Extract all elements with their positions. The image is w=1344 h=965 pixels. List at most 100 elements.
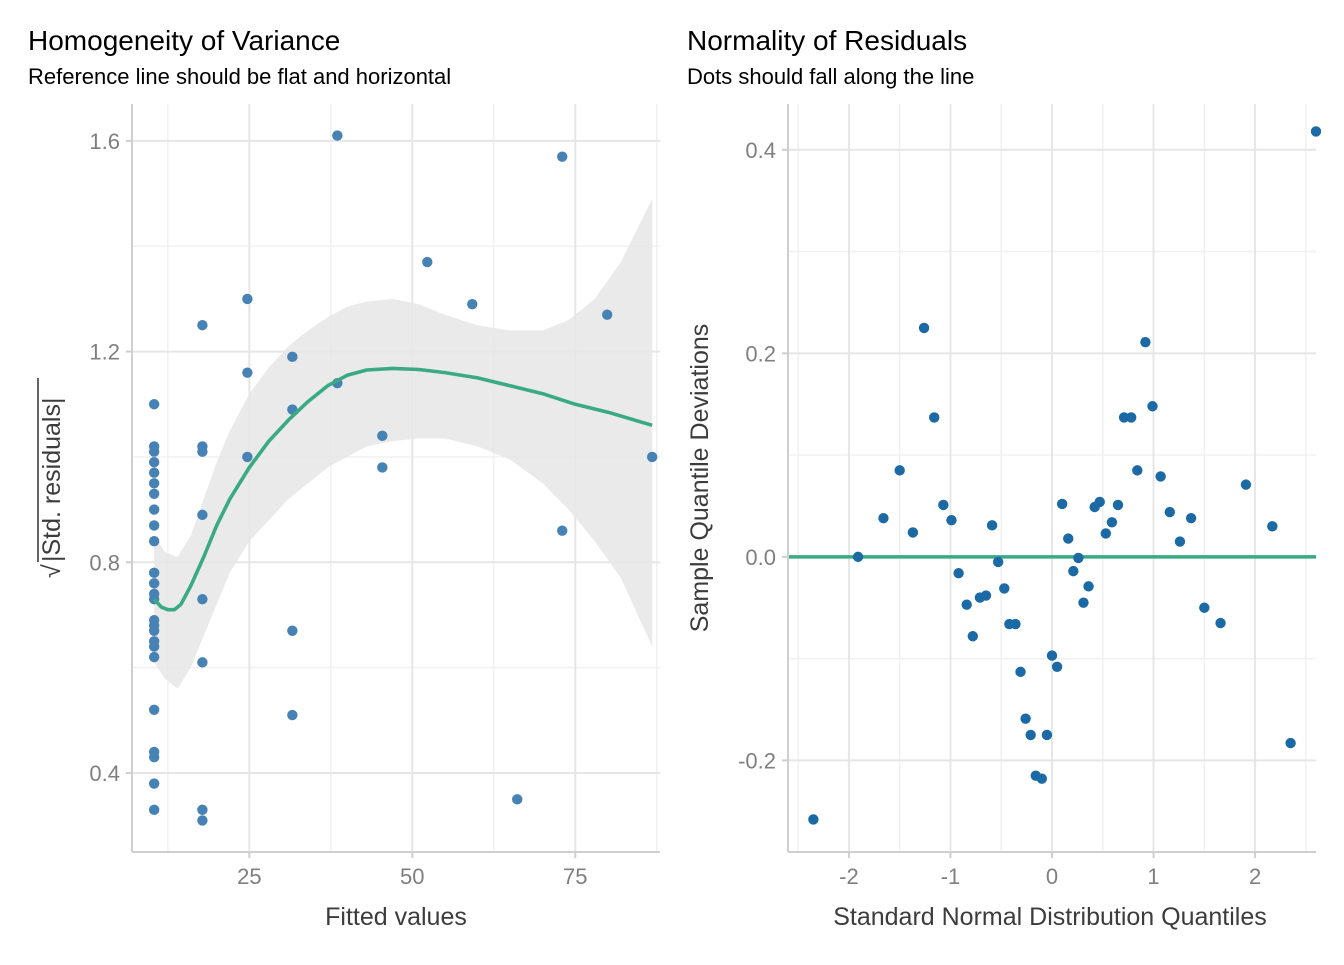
homogeneity-title: Homogeneity of Variance (28, 25, 340, 56)
homogeneity-data-point (148, 625, 160, 636)
panel-normality: Normality of Residuals Dots should fall … (686, 25, 1322, 931)
homogeneity-x-tick-label: 50 (400, 864, 424, 889)
homogeneity-data-point (197, 815, 208, 826)
normality-data-point (992, 556, 1004, 568)
normality-x-axis-label: Standard Normal Distribution Quantiles (833, 903, 1267, 931)
normality-data-point (980, 590, 992, 601)
normality-data-point (1083, 581, 1094, 592)
normality-data-point (953, 567, 964, 579)
normality-y-axis-label: Sample Quantile Deviations (686, 324, 714, 633)
normality-y-ticks: -0.2 0.0 0.2 0.4 (738, 138, 788, 773)
normality-x-tick-label: 1 (1147, 864, 1159, 889)
homogeneity-subtitle: Reference line should be flat and horizo… (28, 64, 451, 89)
homogeneity-data-point (148, 467, 160, 478)
homogeneity-y-tick-label: 0.8 (89, 550, 120, 575)
normality-y-tick-label: 0.0 (745, 545, 776, 570)
homogeneity-data-point (557, 525, 568, 536)
homogeneity-data-point (148, 504, 160, 515)
homogeneity-data-point (197, 657, 208, 668)
homogeneity-y-axis-label: √ |Std. residuals| (37, 378, 66, 578)
normality-data-point (1147, 401, 1158, 412)
normality-data-point (1068, 565, 1079, 577)
normality-data-point (1126, 412, 1137, 423)
normality-data-point (1036, 773, 1048, 784)
normality-data-point (1118, 412, 1130, 423)
homogeneity-data-point (197, 446, 208, 457)
normality-data-point (1041, 729, 1053, 741)
homogeneity-data-point (332, 130, 343, 141)
homogeneity-data-point (148, 399, 160, 410)
normality-data-point (1046, 650, 1058, 661)
normality-y-tick-label: 0.4 (745, 138, 776, 163)
normality-data-point (1078, 597, 1089, 608)
normality-data-point (852, 551, 864, 563)
normality-subtitle: Dots should fall along the line (687, 64, 974, 89)
normality-data-point (1063, 533, 1074, 544)
normality-data-point (946, 515, 957, 526)
panel-homogeneity: Homogeneity of Variance Reference line s… (28, 25, 660, 931)
homogeneity-confidence-band (154, 198, 653, 689)
homogeneity-points (148, 130, 658, 826)
homogeneity-data-point (197, 509, 208, 521)
homogeneity-data-point (377, 462, 388, 473)
normality-data-point (1051, 661, 1063, 672)
normality-data-point (878, 512, 889, 524)
homogeneity-data-point (422, 256, 433, 268)
homogeneity-data-point (148, 488, 160, 500)
normality-data-point (1185, 512, 1197, 524)
normality-data-point (808, 814, 819, 825)
homogeneity-data-point (148, 456, 160, 468)
homogeneity-data-point (148, 567, 160, 579)
normality-data-point (1155, 471, 1166, 482)
normality-gridlines (788, 104, 1316, 852)
homogeneity-data-point (197, 804, 208, 816)
normality-data-point (929, 412, 940, 423)
normality-data-point (1015, 666, 1026, 678)
homogeneity-data-point (148, 704, 160, 715)
homogeneity-x-tick-label: 75 (563, 864, 587, 889)
normality-data-point (1285, 737, 1296, 749)
normality-x-ticks: -2 -1 0 1 2 (839, 852, 1261, 889)
homogeneity-data-point (646, 451, 658, 463)
homogeneity-data-point (242, 367, 253, 378)
normality-data-point (961, 599, 972, 610)
normality-data-point (1100, 528, 1112, 539)
normality-data-point (1010, 618, 1021, 630)
homogeneity-data-point (557, 151, 568, 162)
homogeneity-data-point (242, 451, 253, 463)
normality-points (808, 126, 1322, 825)
homogeneity-data-point (242, 293, 253, 305)
homogeneity-x-ticks: 25 50 75 (237, 852, 588, 889)
normality-x-tick-label: 2 (1249, 864, 1261, 889)
homogeneity-data-point (287, 709, 298, 721)
homogeneity-x-tick-label: 25 (237, 864, 261, 889)
homogeneity-data-point (148, 778, 160, 789)
homogeneity-data-point (148, 804, 160, 816)
normality-data-point (999, 583, 1010, 594)
homogeneity-data-point (467, 298, 478, 310)
homogeneity-data-point (148, 641, 160, 652)
normality-x-tick-label: -1 (941, 864, 961, 889)
normality-data-point (918, 322, 930, 334)
homogeneity-y-tick-label: 1.6 (89, 129, 120, 154)
normality-data-point (938, 499, 949, 511)
normality-data-point (1056, 498, 1068, 510)
sqrt-symbol: √ (38, 564, 66, 578)
homogeneity-data-point (377, 430, 388, 442)
normality-data-point (1094, 496, 1105, 508)
homogeneity-data-point (602, 309, 613, 320)
normality-x-tick-label: -2 (839, 864, 859, 889)
homogeneity-x-axis-label: Fitted values (325, 903, 467, 931)
normality-data-point (986, 520, 998, 531)
normality-data-point (1140, 336, 1151, 348)
homogeneity-data-point (197, 593, 208, 605)
homogeneity-data-point (148, 478, 160, 489)
normality-data-point (1106, 517, 1118, 528)
normality-data-point (894, 465, 905, 476)
normality-data-point (1174, 536, 1186, 547)
normality-title: Normality of Residuals (687, 25, 967, 56)
normality-data-point (1020, 713, 1031, 724)
normality-y-tick-label: 0.2 (745, 341, 776, 366)
normality-data-point (1199, 602, 1210, 613)
normality-data-point (1073, 552, 1084, 564)
